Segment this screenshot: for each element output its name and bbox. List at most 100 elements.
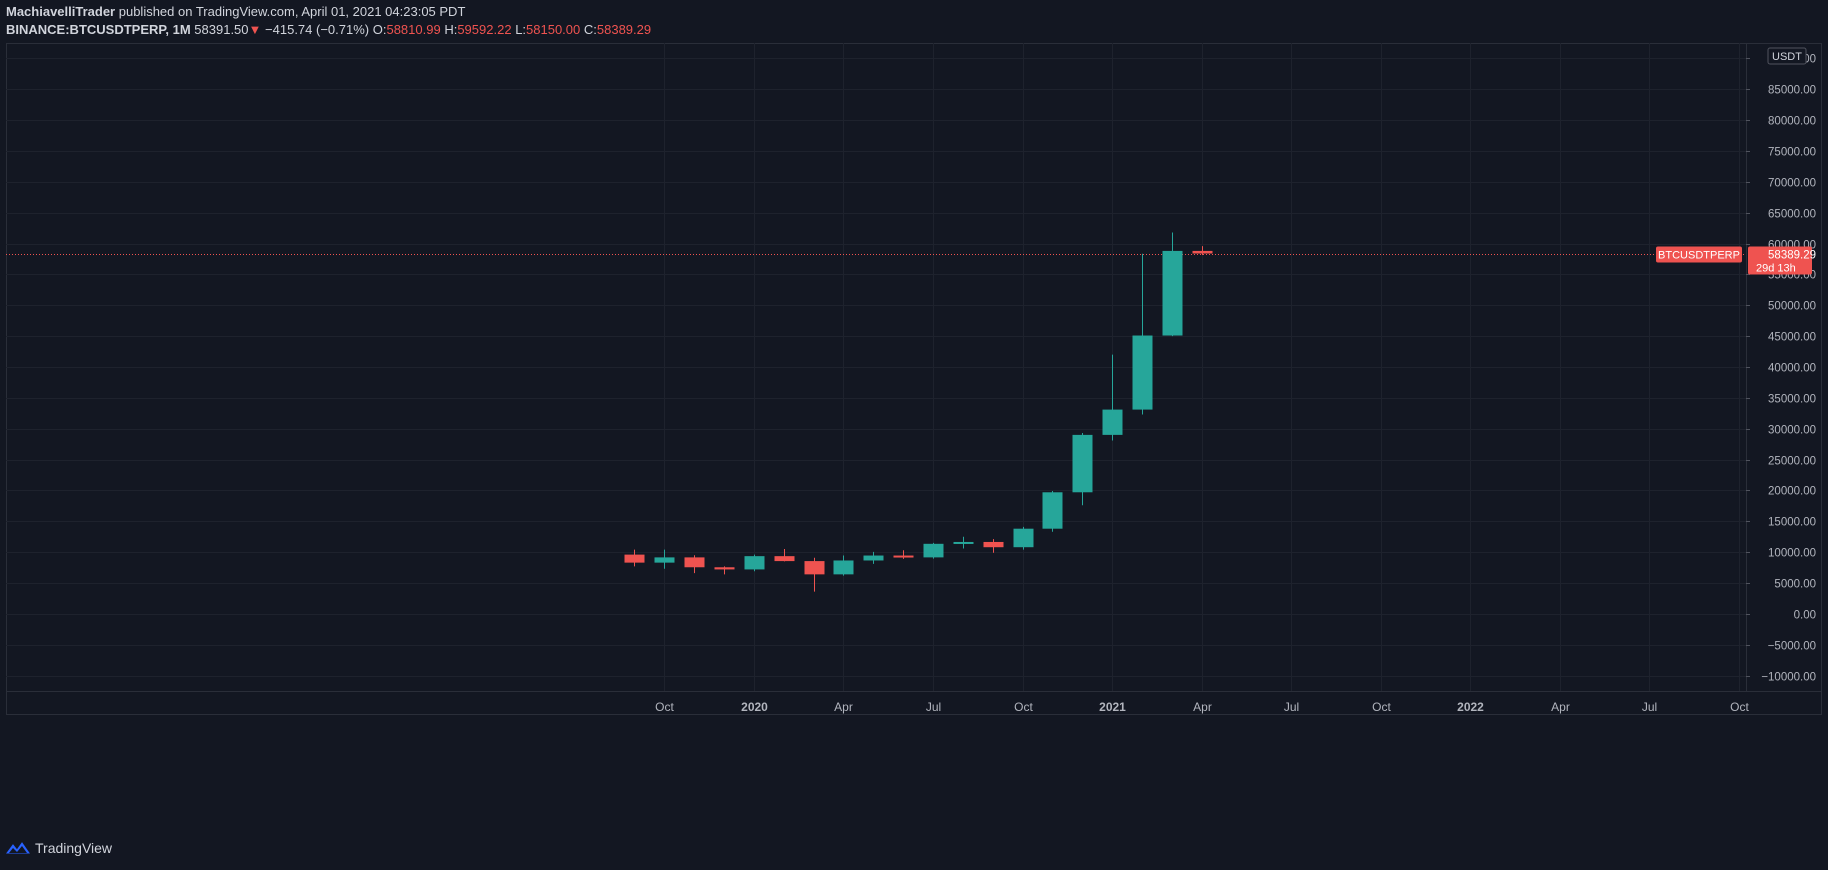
y-tick-label: 20000.00 — [1768, 486, 1816, 498]
candle-down — [684, 555, 705, 574]
high-value: 59592.22 — [457, 22, 512, 37]
candle-up — [1132, 253, 1153, 415]
footer: TradingView — [6, 840, 112, 856]
x-tick-label: Jul — [1642, 700, 1657, 714]
open-value: 58810.99 — [386, 22, 441, 37]
candle-down — [774, 549, 795, 562]
tradingview-logo-icon — [6, 842, 30, 854]
candle-body — [684, 557, 705, 568]
x-tick-label: Oct — [1372, 700, 1391, 714]
candle-up — [1072, 433, 1093, 506]
y-tick-label: 85000.00 — [1768, 85, 1816, 97]
close-label: C: — [583, 22, 597, 37]
y-tick-label: −10000.00 — [1761, 672, 1816, 684]
last-price: 58391.50 — [194, 22, 249, 37]
candle-up — [1102, 354, 1123, 441]
candle-down — [804, 557, 825, 592]
candle-down — [714, 566, 735, 575]
currency-label: USDT — [1772, 51, 1802, 63]
y-tick-label: 25000.00 — [1768, 456, 1816, 468]
candle-up — [1162, 232, 1183, 337]
high-label: H: — [444, 22, 458, 37]
x-tick-label: Apr — [1193, 700, 1212, 714]
candle-up — [1013, 526, 1034, 550]
candle-up — [833, 555, 854, 576]
y-tick-label: 50000.00 — [1768, 301, 1816, 313]
publish-text: published on TradingView.com, April 01, … — [115, 4, 466, 19]
candle-up — [654, 549, 675, 569]
candle-body — [714, 567, 735, 570]
candle-body — [923, 543, 944, 558]
candle-down — [893, 550, 914, 559]
y-tick-label: −5000.00 — [1768, 641, 1816, 653]
candle-body — [1132, 335, 1153, 410]
y-tick-label: 45000.00 — [1768, 332, 1816, 344]
x-tick-label: 2020 — [741, 700, 768, 714]
publish-info: MachiavelliTrader published on TradingVi… — [6, 4, 1816, 20]
y-tick-label: 65000.00 — [1768, 209, 1816, 221]
grid — [6, 43, 1822, 715]
x-tick-label: Apr — [1551, 700, 1570, 714]
y-tick-label: 80000.00 — [1768, 116, 1816, 128]
symbol-legend: BINANCE:BTCUSDTPERP, 1M 58391.50▼ −415.7… — [6, 22, 1816, 38]
candle-body — [1102, 409, 1123, 435]
y-tick-label: 40000.00 — [1768, 363, 1816, 375]
countdown-label: 29d 13h — [1756, 263, 1796, 275]
x-tick-label: Jul — [1284, 700, 1299, 714]
y-tick-label: 70000.00 — [1768, 178, 1816, 190]
x-tick-label: Oct — [655, 700, 674, 714]
x-tick-label: 2021 — [1099, 700, 1126, 714]
open-label: O: — [372, 22, 387, 37]
x-tick-label: Oct — [1014, 700, 1033, 714]
candle-body — [1013, 528, 1034, 548]
candle-body — [833, 560, 854, 575]
low-label: L: — [515, 22, 527, 37]
last-price-tag — [1748, 246, 1812, 275]
candle-up — [923, 542, 944, 559]
candle-up — [863, 551, 884, 564]
tradingview-brand[interactable]: TradingView — [35, 840, 113, 856]
candlestick-chart[interactable]: −10000.00 −5000.00 0.00 5000.00 10000.00 1500… — [6, 43, 1822, 835]
y-tick-label: 15000.00 — [1768, 517, 1816, 529]
candle-body — [1072, 434, 1093, 493]
candle-down — [983, 539, 1004, 553]
candle-body — [774, 556, 795, 562]
symbol-price-tag-label: BTCUSDTPERP — [1658, 250, 1740, 262]
candle-down — [624, 549, 645, 567]
candle-body — [1192, 250, 1213, 254]
chart-frame — [6, 43, 1822, 715]
candle-body — [624, 554, 645, 563]
chart-header: MachiavelliTrader published on TradingVi… — [6, 4, 1816, 38]
candle-body — [953, 541, 974, 544]
symbol-price-tag — [1656, 246, 1742, 263]
candle-body — [654, 557, 675, 563]
candle-up — [744, 554, 765, 572]
candle-down — [1192, 246, 1213, 255]
close-value: 58389.29 — [596, 22, 652, 37]
candles — [624, 232, 1213, 592]
x-tick-label: Oct — [1730, 700, 1749, 714]
candle-body — [893, 555, 914, 558]
y-tick-label: 10000.00 — [1768, 548, 1816, 560]
y-tick-label: 75000.00 — [1768, 147, 1816, 159]
symbol-name[interactable]: BINANCE:BTCUSDTPERP, 1M — [6, 22, 191, 37]
y-tick-label: 35000.00 — [1768, 394, 1816, 406]
candle-body — [744, 556, 765, 570]
y-tick-label: 0.00 — [1794, 610, 1816, 622]
currency-badge — [1767, 47, 1807, 65]
x-tick-label: 2022 — [1457, 700, 1484, 714]
last-price-value: 58389.29 — [1768, 250, 1816, 262]
time-axis[interactable]: Oct 2020 Apr Jul Oct 2021 Apr Jul Oct 2022 Apr Jul O… — [655, 700, 1749, 714]
price-axis[interactable]: −10000.00 −5000.00 0.00 5000.00 10000.00 1500… — [1746, 47, 1816, 684]
low-value: 58150.00 — [526, 22, 581, 37]
candle-body — [1162, 250, 1183, 336]
candle-body — [804, 561, 825, 575]
candle-up — [953, 536, 974, 549]
author-name[interactable]: MachiavelliTrader — [6, 4, 116, 19]
price-change: −415.74 (−0.71%) — [265, 22, 370, 37]
x-tick-label: Apr — [834, 700, 853, 714]
candle-body — [983, 541, 1004, 548]
candle-body — [863, 555, 884, 561]
candle-body — [1042, 492, 1063, 529]
